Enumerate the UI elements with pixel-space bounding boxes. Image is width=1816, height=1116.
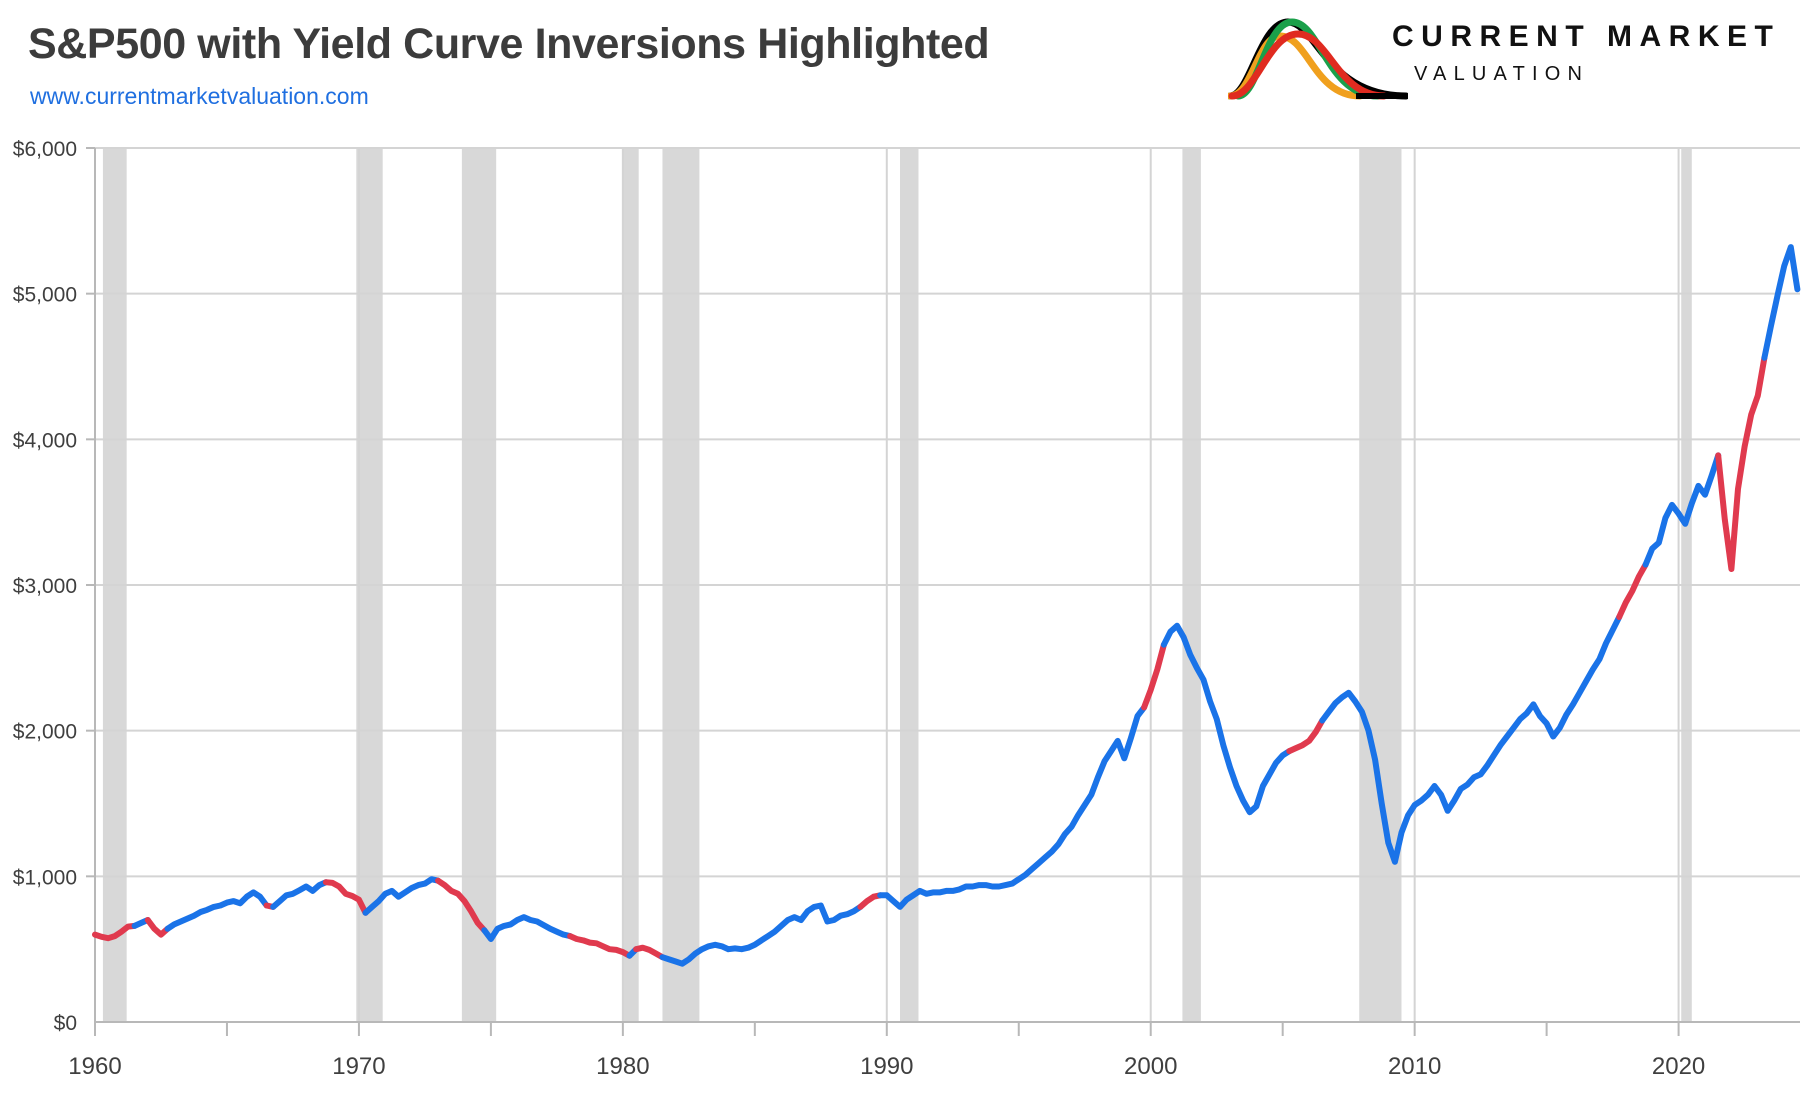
page-title: S&P500 with Yield Curve Inversions Highl…: [28, 20, 990, 68]
price-segment-inverted-14: [857, 892, 884, 910]
price-segment-inverted-16: [1141, 641, 1167, 711]
y-axis-labels-group: $0 $1,000 $2,000 $3,000 $4,000 $5,000 $6,000: [13, 138, 77, 1035]
site-url-link[interactable]: www.currentmarketvaluation.com: [30, 83, 369, 109]
price-segment-normal-17: [1160, 622, 1293, 816]
price-segment-inverted-2: [144, 917, 171, 938]
price-segment-normal-15: [877, 704, 1148, 910]
price-segment-inverted-22: [1715, 354, 1768, 572]
price-segment-normal-21: [1642, 452, 1722, 568]
y-tick-label-3000: $3,000: [13, 575, 77, 598]
price-segment-inverted-6: [322, 879, 369, 916]
price-segment-inverted-10: [567, 933, 633, 959]
x-tick-label-2020: 2020: [1652, 1053, 1705, 1080]
price-segment-inverted-12: [633, 944, 666, 961]
x-tick-label-1980: 1980: [596, 1053, 649, 1080]
x-tick-label-1970: 1970: [332, 1053, 385, 1080]
x-tick-label-2000: 2000: [1124, 1053, 1177, 1080]
x-axis-labels-group: 1960 1970 1980 1990 2000 2010 2020: [68, 1053, 1705, 1080]
price-segment-normal-7: [362, 876, 442, 916]
brand-wordmark: CURRENT MARKET VALUATION: [1392, 20, 1781, 85]
brand-line-2: VALUATION: [1414, 63, 1590, 85]
price-segment-normal-5: [270, 879, 329, 910]
price-segment-normal-23: [1761, 244, 1801, 361]
price-segment-normal-9: [481, 914, 574, 942]
x-tick-label-1990: 1990: [860, 1053, 913, 1080]
y-tick-label-2000: $2,000: [13, 721, 77, 744]
x-tick-label-2010: 2010: [1388, 1053, 1441, 1080]
x-tick-label-1960: 1960: [68, 1053, 121, 1080]
price-segment-inverted-8: [435, 877, 488, 934]
page-header: S&P500 with Yield Curve Inversions Highl…: [0, 0, 1816, 128]
price-segment-normal-3: [164, 889, 270, 932]
price-segment-inverted-20: [1616, 561, 1649, 620]
price-segment-normal-19: [1319, 614, 1623, 865]
axis-group: [86, 147, 1800, 1036]
brand-line-1: CURRENT MARKET: [1392, 20, 1781, 53]
current-market-valuation-logo: [1228, 8, 1408, 108]
y-tick-label-0: $0: [54, 1012, 77, 1035]
price-segment-normal-13: [659, 902, 864, 967]
price-segment-inverted-0: [92, 922, 138, 942]
y-tick-label-1000: $1,000: [13, 866, 77, 889]
y-tick-label-5000: $5,000: [13, 284, 77, 307]
price-segment-inverted-18: [1286, 717, 1326, 755]
y-tick-label-4000: $4,000: [13, 429, 77, 452]
gridlines-group: [95, 147, 1800, 1022]
price-line-group: [92, 244, 1801, 967]
y-tick-label-6000: $6,000: [13, 138, 77, 161]
